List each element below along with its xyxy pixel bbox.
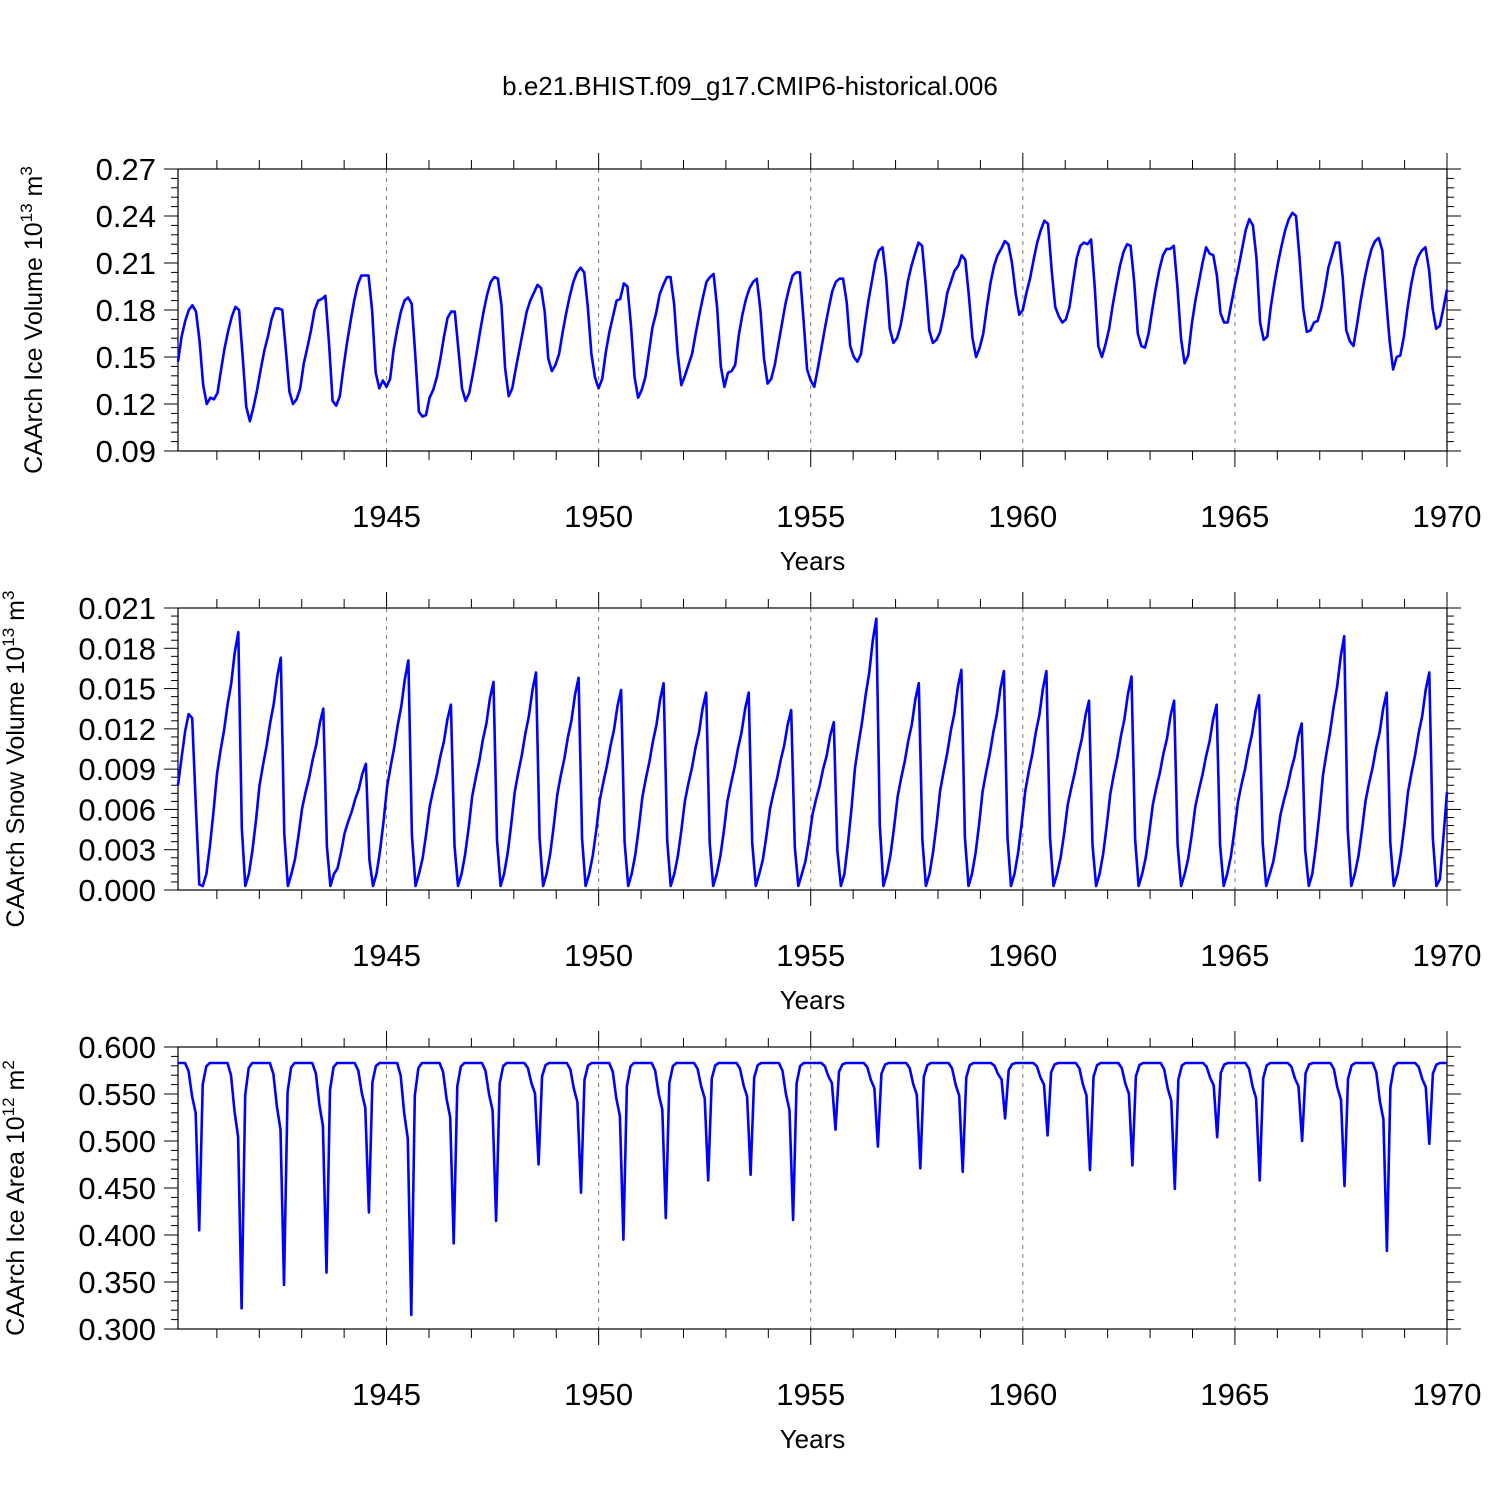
y-tick-label: 0.021 [78, 591, 156, 626]
y-axis-title-part: CAArch Snow Volume 10 [2, 647, 30, 928]
panel-ice-volume: 1945 1950 1955 1960 1965 1970 0.09 0.12 0.15 0.18… [17, 152, 1481, 576]
y-tick-label: 0.350 [78, 1265, 156, 1300]
x-tick-label: 1950 [564, 499, 633, 534]
y-tick-label: 0.009 [78, 752, 156, 787]
x-tick-label: 1965 [1200, 1377, 1269, 1412]
x-tick-label: 1955 [776, 1377, 845, 1412]
panel-ice-area: 1945 1950 1955 1960 1965 1970 0.300 0.350 0.400 0… [0, 1030, 1481, 1454]
y-tick-label: 0.400 [78, 1218, 156, 1253]
plot-frame [177, 168, 1448, 452]
x-tick-label: 1965 [1200, 499, 1269, 534]
y-tick-label: 0.006 [78, 792, 156, 827]
y-tick-label: 0.600 [78, 1030, 156, 1065]
y-axis-title-part: 3 [0, 591, 18, 600]
y-axis-title-part: m [2, 1070, 30, 1098]
y-axis-title-part: 13 [17, 203, 36, 222]
y-axis-title-part: CAArch Ice Volume 10 [20, 222, 48, 474]
x-tick-label: 1945 [352, 1377, 421, 1412]
x-tick-label: 1950 [564, 1377, 633, 1412]
y-axis-title-part: 12 [0, 1097, 18, 1116]
x-tick-label: 1950 [564, 938, 633, 973]
y-axis-title-part: 13 [0, 628, 18, 647]
x-axis-title: Years [780, 985, 846, 1015]
y-tick-label: 0.12 [96, 387, 156, 422]
y-tick-label: 0.500 [78, 1124, 156, 1159]
y-axis-title: CAArch Ice Volume 1013 m3 [17, 166, 48, 474]
x-tick-label: 1960 [988, 1377, 1057, 1412]
x-tick-label: 1955 [776, 938, 845, 973]
y-tick-label: 0.300 [78, 1312, 156, 1347]
y-axis-title-part: 2 [0, 1060, 18, 1069]
series-line [176, 617, 1449, 888]
y-tick-label: 0.003 [78, 833, 156, 868]
y-tick-label: 0.27 [96, 152, 156, 187]
panel-snow-volume: 1945 1950 1955 1960 1965 1970 0.000 0.003 0.006 0… [0, 591, 1481, 1015]
y-tick-label: 0.018 [78, 631, 156, 666]
y-tick-label: 0.09 [96, 434, 156, 469]
y-tick-label: 0.012 [78, 712, 156, 747]
y-tick-label: 0.550 [78, 1077, 156, 1112]
x-tick-label: 1945 [352, 499, 421, 534]
x-axis-title: Years [780, 546, 846, 576]
y-tick-label: 0.450 [78, 1171, 156, 1206]
x-tick-label: 1970 [1413, 938, 1482, 973]
x-axis-title: Years [780, 1424, 846, 1454]
series-line [176, 211, 1449, 423]
x-tick-label: 1955 [776, 499, 845, 534]
y-tick-label: 0.24 [96, 199, 156, 234]
y-axis-title: CAArch Snow Volume 1013 m3 [0, 591, 30, 928]
x-tick-label: 1960 [988, 499, 1057, 534]
y-tick-label: 0.000 [78, 873, 156, 908]
x-tick-label: 1965 [1200, 938, 1269, 973]
y-axis-title-part: m [20, 176, 48, 204]
y-axis-title-part: 3 [17, 166, 36, 175]
x-tick-label: 1945 [352, 938, 421, 973]
y-tick-label: 0.15 [96, 340, 156, 375]
x-tick-label: 1970 [1413, 499, 1482, 534]
y-tick-label: 0.21 [96, 246, 156, 281]
x-tick-label: 1970 [1413, 1377, 1482, 1412]
y-tick-label: 0.18 [96, 293, 156, 328]
figure-title: b.e21.BHIST.f09_g17.CMIP6-historical.006 [502, 71, 998, 101]
x-tick-label: 1960 [988, 938, 1057, 973]
series-line [178, 1061, 1447, 1317]
y-tick-label: 0.015 [78, 672, 156, 707]
y-axis-title-part: CAArch Ice Area 10 [2, 1116, 30, 1336]
y-axis-title: CAArch Ice Area 1012 m2 [0, 1060, 30, 1336]
y-axis-title-part: m [2, 600, 30, 628]
plot-frame [177, 607, 1448, 891]
